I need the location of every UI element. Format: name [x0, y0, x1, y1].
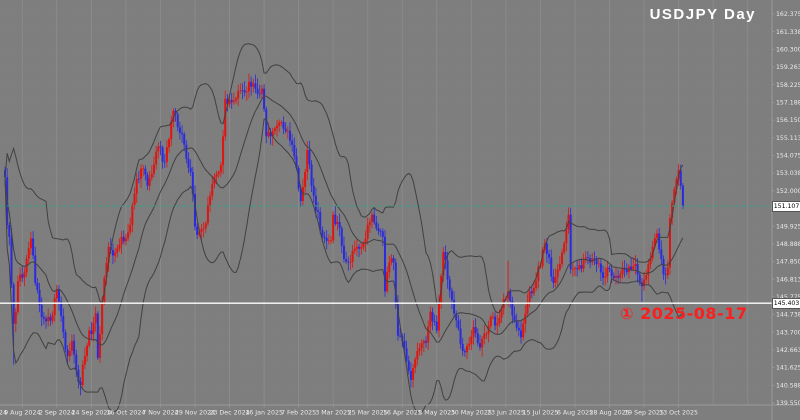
- svg-text:139.550: 139.550: [776, 400, 800, 407]
- svg-text:157.188: 157.188: [776, 100, 800, 107]
- svg-text:30 May 2025: 30 May 2025: [451, 410, 492, 417]
- svg-text:145.775: 145.775: [776, 294, 800, 301]
- date-annotation: ① 2025-08-17: [620, 304, 748, 323]
- svg-text:24 Sep 2024: 24 Sep 2024: [71, 410, 111, 417]
- svg-text:19 Sep 2025: 19 Sep 2025: [624, 410, 664, 417]
- current-price-tag: 151.107: [772, 201, 800, 212]
- svg-text:29 Nov 2024: 29 Nov 2024: [175, 410, 215, 417]
- svg-text:25 Mar 2025: 25 Mar 2025: [348, 410, 388, 417]
- svg-text:161.338: 161.338: [776, 29, 800, 36]
- svg-text:154.075: 154.075: [776, 153, 800, 160]
- svg-text:156.150: 156.150: [776, 117, 800, 124]
- svg-text:160.300: 160.300: [776, 47, 800, 54]
- svg-text:155.113: 155.113: [776, 135, 800, 142]
- chart-symbol-title: USDJPY Day: [649, 6, 756, 23]
- svg-text:159.263: 159.263: [776, 64, 800, 71]
- svg-text:8 May 2025: 8 May 2025: [418, 410, 455, 417]
- svg-text:15 Jul 2025: 15 Jul 2025: [523, 410, 559, 417]
- support-price-tag: 145.403: [772, 298, 800, 309]
- svg-text:149.925: 149.925: [776, 223, 800, 230]
- svg-text:148.888: 148.888: [776, 241, 800, 248]
- svg-text:141.625: 141.625: [776, 365, 800, 372]
- svg-text:3 Mar 2025: 3 Mar 2025: [315, 410, 351, 417]
- svg-text:24: 24: [0, 410, 7, 417]
- svg-text:6 Aug 2025: 6 Aug 2025: [557, 410, 593, 417]
- svg-text:143.700: 143.700: [776, 329, 800, 336]
- svg-text:16 Apr 2025: 16 Apr 2025: [383, 410, 422, 417]
- svg-text:16 Jan 2025: 16 Jan 2025: [245, 410, 283, 417]
- svg-text:158.225: 158.225: [776, 82, 800, 89]
- svg-text:162.375: 162.375: [776, 11, 800, 18]
- svg-text:13 Oct 2025: 13 Oct 2025: [659, 410, 698, 417]
- svg-text:152.000: 152.000: [776, 188, 800, 195]
- svg-text:146.813: 146.813: [776, 276, 800, 283]
- svg-text:28 Aug 2025: 28 Aug 2025: [589, 410, 629, 417]
- svg-text:140.588: 140.588: [776, 382, 800, 389]
- svg-text:2 Sep 2024: 2 Sep 2024: [39, 410, 75, 417]
- svg-text:16 Oct 2024: 16 Oct 2024: [106, 410, 145, 417]
- svg-text:153.038: 153.038: [776, 170, 800, 177]
- svg-text:23 Jun 2025: 23 Jun 2025: [487, 410, 525, 417]
- svg-text:147.850: 147.850: [776, 259, 800, 266]
- svg-text:142.663: 142.663: [776, 347, 800, 354]
- svg-text:144.738: 144.738: [776, 312, 800, 319]
- svg-text:7 Nov 2024: 7 Nov 2024: [142, 410, 178, 417]
- svg-text:7 Feb 2025: 7 Feb 2025: [281, 410, 316, 417]
- svg-text:23 Dec 2024: 23 Dec 2024: [209, 410, 249, 417]
- svg-text:9 Aug 2024: 9 Aug 2024: [4, 410, 40, 417]
